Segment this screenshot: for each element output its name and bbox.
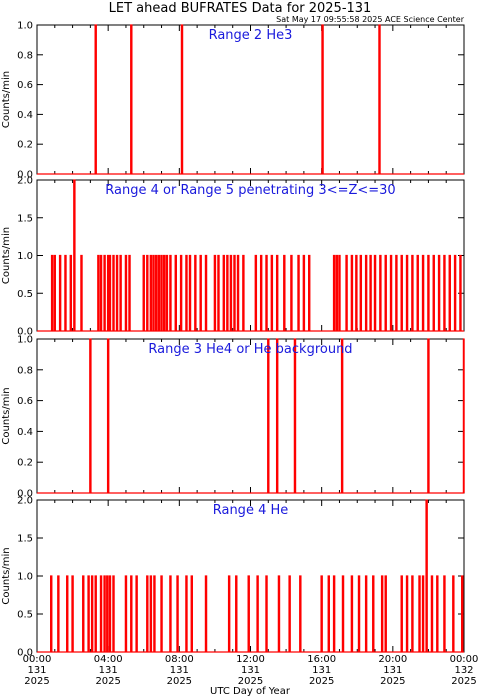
x-tick-day: 131 <box>99 665 118 676</box>
x-tick-day: 131 <box>27 665 46 676</box>
y-tick-label: 2.0 <box>17 176 33 187</box>
y-tick-label: 0.6 <box>17 396 33 407</box>
y-tick-label: 2.0 <box>17 496 33 507</box>
series-line <box>37 179 464 332</box>
chart-panel-3: 0.0 0.2 0.4 0.6 0.8 1.0 Counts/min Range 3 He4 … <box>1 335 465 500</box>
y-tick-label: 0.5 <box>17 289 33 300</box>
panel-label: Range 3 He4 or He background <box>148 342 352 357</box>
x-tick-year: 2025 <box>238 676 263 687</box>
y-tick-label: 1.0 <box>17 335 33 346</box>
y-tick-label: 0.8 <box>17 365 33 376</box>
y-tick-label: 0.2 <box>17 140 33 151</box>
panel-label: Range 4 or Range 5 penetrating 3<=Z<=30 <box>105 183 395 198</box>
x-tick-time: 12:00 <box>236 654 265 665</box>
y-tick-label: 0.8 <box>17 50 33 61</box>
chart-panel-2: 0.0 0.5 1.0 1.5 2.0 Counts/min Range 4 or Rang… <box>1 176 465 338</box>
x-tick-time: 20:00 <box>378 654 407 665</box>
x-tick-year: 2025 <box>380 676 405 687</box>
series-line <box>37 24 464 175</box>
timestamp: Sat May 17 09:55:58 2025 ACE Science Cen… <box>276 15 465 24</box>
y-tick-label: 0.4 <box>17 427 33 438</box>
x-tick-time: 04:00 <box>94 654 123 665</box>
x-tick-time: 00:00 <box>450 654 479 665</box>
x-tick-day: 131 <box>383 665 402 676</box>
y-tick-label: 1.0 <box>17 572 33 583</box>
y-axis-label: Counts/min <box>1 547 12 604</box>
y-tick-label: 0.6 <box>17 80 33 91</box>
x-tick-year: 2025 <box>95 676 120 687</box>
x-tick-time: 00:00 <box>23 654 52 665</box>
y-axis-label: Counts/min <box>1 387 12 444</box>
x-tick-day: 131 <box>312 665 331 676</box>
y-tick-label: 0.2 <box>17 458 33 469</box>
y-tick-label: 0.5 <box>17 610 33 621</box>
x-tick-year: 2025 <box>451 676 476 687</box>
panel-label: Range 4 He <box>213 503 289 518</box>
x-tick-day: 132 <box>454 665 473 676</box>
chart-panel-1: 0.0 0.2 0.4 0.6 0.8 1.0 Counts/min Range 2 He3 <box>1 21 465 181</box>
x-tick-time: 16:00 <box>307 654 336 665</box>
x-axis: 00:00131202504:00131202508:00131202512:0… <box>23 654 479 687</box>
y-axis-label: Counts/min <box>1 227 12 284</box>
x-tick-day: 131 <box>241 665 260 676</box>
x-axis-label: UTC Day of Year <box>210 686 291 697</box>
y-tick-label: 0.0 <box>17 327 33 338</box>
x-tick-day: 131 <box>170 665 189 676</box>
y-tick-label: 1.5 <box>17 213 33 224</box>
plot-frame <box>36 24 465 175</box>
panel-label: Range 2 He3 <box>209 28 293 43</box>
chart-panel-4: 0.0 0.5 1.0 1.5 2.0 Counts/min Range 4 He <box>1 496 465 659</box>
y-tick-label: 0.0 <box>17 648 33 659</box>
y-tick-label: 0.0 <box>17 489 33 500</box>
y-tick-label: 1.5 <box>17 534 33 545</box>
x-tick-year: 2025 <box>167 676 192 687</box>
series-line <box>37 338 465 494</box>
x-tick-year: 2025 <box>309 676 334 687</box>
x-tick-time: 08:00 <box>165 654 194 665</box>
y-tick-label: 1.0 <box>17 21 33 32</box>
chart-title: LET ahead BUFRATES Data for 2025-131 <box>109 1 372 16</box>
y-tick-label: 1.0 <box>17 251 33 262</box>
y-tick-label: 0.0 <box>17 170 33 181</box>
x-tick-year: 2025 <box>24 676 49 687</box>
series-line <box>37 499 464 653</box>
plot-frame <box>36 338 465 494</box>
y-axis-label: Counts/min <box>1 71 12 128</box>
y-tick-label: 0.4 <box>17 110 33 121</box>
